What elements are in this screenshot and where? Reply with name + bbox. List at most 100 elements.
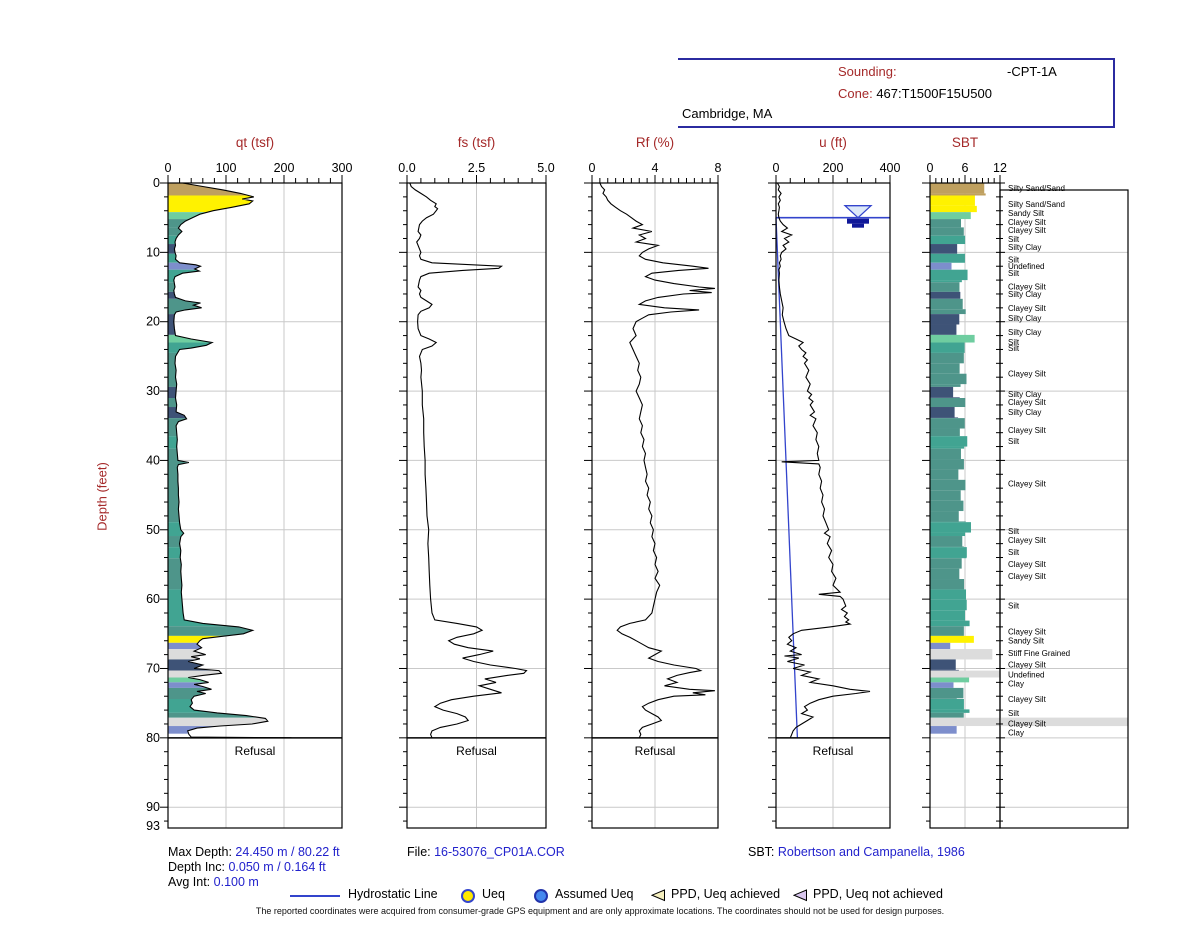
file-label: File: xyxy=(407,845,431,859)
svg-text:Undefined: Undefined xyxy=(1008,671,1044,680)
svg-text:Clayey Silt: Clayey Silt xyxy=(1008,398,1047,407)
hydrostatic-line-icon xyxy=(290,895,340,897)
svg-text:5.0: 5.0 xyxy=(537,161,554,175)
assumed-ueq-circle-icon xyxy=(534,889,548,903)
panel-qt: 0 100 200 300 qt (tsf) Refusal xyxy=(160,135,353,829)
svg-text:6: 6 xyxy=(962,161,969,175)
depth-inc-label: Depth Inc: xyxy=(168,860,225,874)
svg-text:Clayey Silt: Clayey Silt xyxy=(1008,560,1047,569)
svg-text:90: 90 xyxy=(146,800,160,814)
svg-text:400: 400 xyxy=(880,161,901,175)
svg-text:0: 0 xyxy=(927,161,934,175)
svg-text:Sandy Silt: Sandy Silt xyxy=(1008,637,1045,646)
max-depth-row: Max Depth: 24.450 m / 80.22 ft xyxy=(168,845,340,860)
svg-text:40: 40 xyxy=(146,453,160,467)
legend-ppd-not-achieved-label: PPD, Ueq not achieved xyxy=(813,887,943,901)
svg-text:Clayey Silt: Clayey Silt xyxy=(1008,282,1047,291)
svg-text:Silty Sand/Sand: Silty Sand/Sand xyxy=(1008,184,1065,193)
svg-text:0.0: 0.0 xyxy=(398,161,415,175)
svg-text:Rf (%): Rf (%) xyxy=(636,135,674,150)
svg-text:Silt: Silt xyxy=(1008,527,1020,536)
svg-text:Refusal: Refusal xyxy=(635,744,676,758)
svg-text:8: 8 xyxy=(715,161,722,175)
svg-text:Silty Clay: Silty Clay xyxy=(1008,243,1041,252)
svg-text:Clayey Silt: Clayey Silt xyxy=(1008,479,1047,488)
svg-text:Undefined: Undefined xyxy=(1008,262,1044,271)
svg-text:0: 0 xyxy=(773,161,780,175)
sounding-label: Sounding: xyxy=(838,64,897,79)
svg-text:Clayey Silt: Clayey Silt xyxy=(1008,426,1047,435)
svg-text:Stiff Fine Grained: Stiff Fine Grained xyxy=(1008,649,1070,658)
svg-text:Clayey Silt: Clayey Silt xyxy=(1008,218,1047,227)
svg-text:Silt: Silt xyxy=(1008,548,1020,557)
svg-text:Clayey Silt: Clayey Silt xyxy=(1008,304,1047,313)
svg-text:Silty Clay: Silty Clay xyxy=(1008,328,1041,337)
svg-text:300: 300 xyxy=(332,161,353,175)
svg-text:4: 4 xyxy=(652,161,659,175)
ppd-not-achieved-triangle-icon xyxy=(793,889,807,902)
svg-text:80: 80 xyxy=(146,731,160,745)
svg-text:Clay: Clay xyxy=(1008,680,1024,689)
svg-text:Silt: Silt xyxy=(1008,344,1020,353)
svg-text:30: 30 xyxy=(146,384,160,398)
svg-text:Silty Clay: Silty Clay xyxy=(1008,390,1041,399)
svg-text:Clayey Silt: Clayey Silt xyxy=(1008,226,1047,235)
svg-text:qt (tsf): qt (tsf) xyxy=(236,135,274,150)
avg-int-row: Avg Int: 0.100 m xyxy=(168,875,259,890)
svg-text:Clay: Clay xyxy=(1008,728,1024,737)
depth-inc-row: Depth Inc: 0.050 m / 0.164 ft xyxy=(168,860,326,875)
svg-text:Silt: Silt xyxy=(1008,601,1020,610)
ueq-circle-icon xyxy=(461,889,475,903)
hydrostatic-line xyxy=(775,217,799,738)
svg-text:0: 0 xyxy=(153,176,160,190)
depth-inc-value: 0.050 m / 0.164 ft xyxy=(228,860,326,874)
legend-ppd-achieved-label: PPD, Ueq achieved xyxy=(671,887,781,901)
svg-text:Refusal: Refusal xyxy=(235,744,276,758)
cone-row: Cone: 467:T1500F15U500 xyxy=(838,86,992,101)
svg-text:Clayey Silt: Clayey Silt xyxy=(1008,660,1047,669)
svg-text:200: 200 xyxy=(274,161,295,175)
sounding-value: -CPT-1A xyxy=(1007,64,1057,79)
svg-text:10: 10 xyxy=(146,245,160,259)
svg-text:50: 50 xyxy=(146,523,160,537)
svg-text:Silty Clay: Silty Clay xyxy=(1008,408,1041,417)
file-value: 16-53076_CP01A.COR xyxy=(434,845,565,859)
depth-axis-label: Depth (feet) xyxy=(94,462,110,531)
panel-rf: 0 4 8 Rf (%) Refusal xyxy=(584,135,722,829)
cone-label: Cone: xyxy=(838,86,873,101)
cone-value: 467:T1500F15U500 xyxy=(876,86,992,101)
svg-text:Silt: Silt xyxy=(1008,709,1020,718)
svg-text:200: 200 xyxy=(823,161,844,175)
water-table-icon xyxy=(843,205,873,228)
location-text: Cambridge, MA xyxy=(682,106,773,121)
svg-text:Clayey Silt: Clayey Silt xyxy=(1008,695,1047,704)
svg-text:u (ft): u (ft) xyxy=(819,135,847,150)
svg-text:70: 70 xyxy=(146,661,160,675)
svg-text:Silty Clay: Silty Clay xyxy=(1008,314,1041,323)
disclaimer-text: The reported coordinates were acquired f… xyxy=(255,906,945,916)
svg-text:Silty Sand/Sand: Silty Sand/Sand xyxy=(1008,200,1065,209)
svg-text:20: 20 xyxy=(146,315,160,329)
svg-text:Clayey Silt: Clayey Silt xyxy=(1008,370,1047,379)
panel-u: 0 200 400 u (ft) Refusal xyxy=(768,135,901,829)
legend-assumed-ueq-label: Assumed Ueq xyxy=(555,887,634,901)
svg-text:Silt: Silt xyxy=(1008,255,1020,264)
svg-text:12: 12 xyxy=(993,161,1007,175)
sbt-label-box: Silty Sand/Sand Silty Sand/Sand Sandy Silt… xyxy=(996,182,1129,829)
panel-fs: 0.0 2.5 5.0 fs (tsf) Refusal xyxy=(398,135,555,829)
legend-ueq-label: Ueq xyxy=(482,887,505,901)
svg-text:100: 100 xyxy=(216,161,237,175)
svg-text:60: 60 xyxy=(146,592,160,606)
svg-text:Clayey Silt: Clayey Silt xyxy=(1008,572,1047,581)
svg-text:0: 0 xyxy=(165,161,172,175)
svg-text:Silt: Silt xyxy=(1008,235,1020,244)
depth-axis: 0 10 20 30 40 50 60 70 80 90 93 xyxy=(146,176,160,833)
svg-text:0: 0 xyxy=(589,161,596,175)
header-box xyxy=(678,58,1115,128)
svg-text:Silty Clay: Silty Clay xyxy=(1008,290,1041,299)
svg-text:SBT: SBT xyxy=(952,135,978,150)
svg-text:93: 93 xyxy=(146,819,160,833)
svg-text:Clayey Silt: Clayey Silt xyxy=(1008,719,1047,728)
svg-text:Silt: Silt xyxy=(1008,338,1020,347)
